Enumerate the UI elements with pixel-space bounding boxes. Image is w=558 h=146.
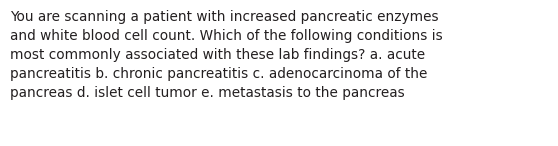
Text: You are scanning a patient with increased pancreatic enzymes
and white blood cel: You are scanning a patient with increase… (10, 10, 443, 100)
